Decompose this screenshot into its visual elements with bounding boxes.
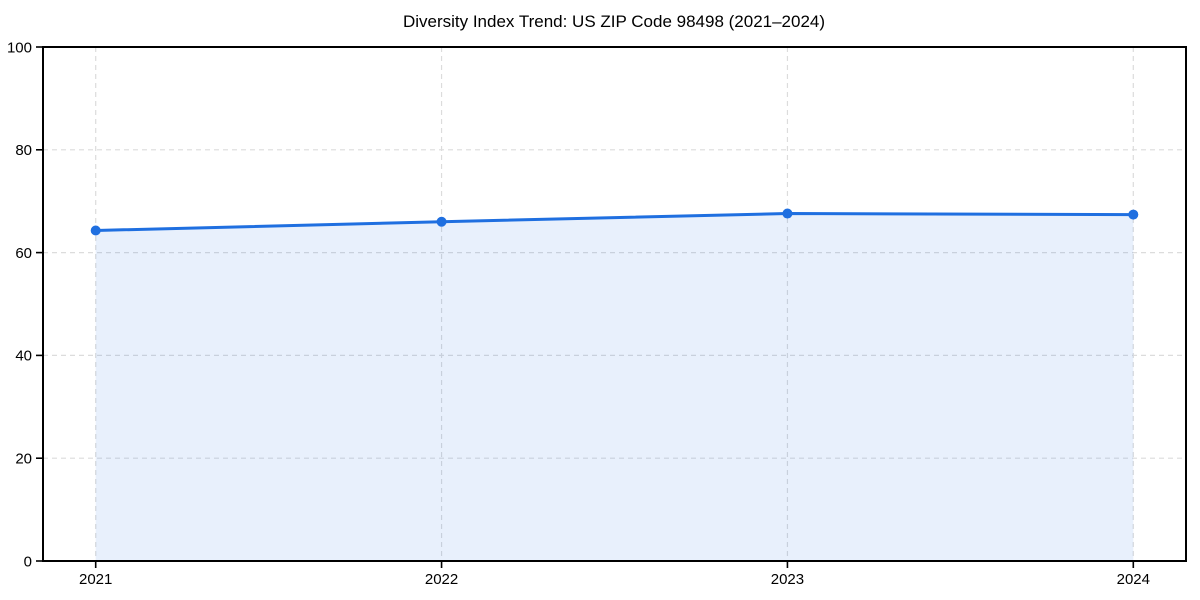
y-tick-label: 0 <box>24 553 32 570</box>
x-tick-label: 2022 <box>425 571 458 588</box>
axes-layer: 0 20 40 60 80 100 2021 2022 2023 2024 <box>7 39 1187 588</box>
x-tick-label: 2023 <box>771 571 804 588</box>
trend-line <box>94 212 1135 232</box>
y-tick-label: 40 <box>15 348 32 365</box>
data-point-2021[interactable] <box>90 225 101 236</box>
y-tick-label: 80 <box>15 142 32 159</box>
x-tick-label: 2021 <box>79 571 112 588</box>
plot-border <box>42 46 1187 562</box>
series-layer <box>90 208 1139 561</box>
y-tick-label: 100 <box>7 39 32 56</box>
data-point-2024[interactable] <box>1128 209 1139 220</box>
y-tick-label: 20 <box>15 450 32 467</box>
grid-layer <box>43 46 1186 562</box>
chart-title: Diversity Index Trend: US ZIP Code 98498… <box>403 12 825 31</box>
data-point-2022[interactable] <box>436 216 447 227</box>
data-point-2023[interactable] <box>782 208 793 219</box>
area-fill <box>95 213 1134 561</box>
x-tick-label: 2024 <box>1117 571 1150 588</box>
y-tick-label: 60 <box>15 245 32 262</box>
